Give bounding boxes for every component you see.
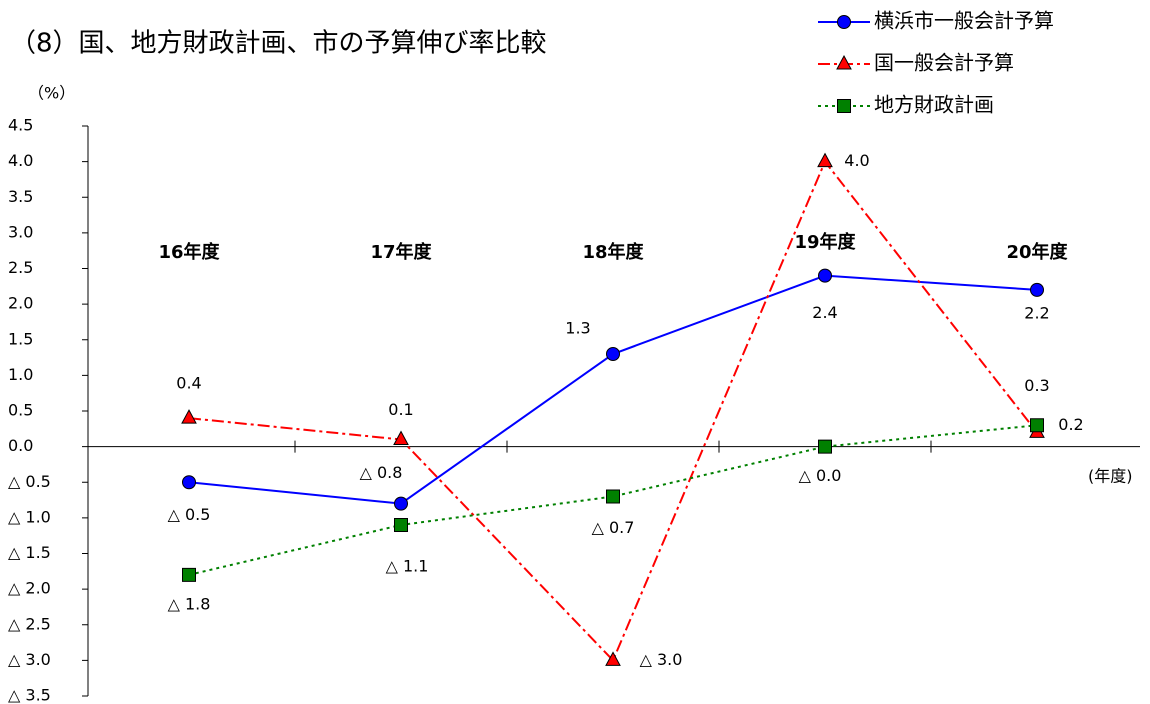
value-label: 0.1 xyxy=(388,400,413,419)
y-axis-label: （%） xyxy=(28,84,75,103)
series-line xyxy=(188,159,1038,663)
value-label: 2.4 xyxy=(812,303,837,322)
y-tick-label: 3.5 xyxy=(8,187,33,206)
value-label: 0.4 xyxy=(176,374,201,393)
y-tick-label: △ 2.5 xyxy=(8,614,51,633)
y-tick-label: 1.5 xyxy=(8,329,33,348)
y-tick-label: △ 3.5 xyxy=(8,686,51,704)
value-label: 2.2 xyxy=(1024,303,1049,322)
value-label: △ 3.0 xyxy=(640,650,683,669)
value-label: △ 1.8 xyxy=(168,594,211,613)
legend-marker xyxy=(837,99,851,113)
data-point xyxy=(393,430,409,445)
series-line xyxy=(188,274,1038,505)
category-label: 19年度 xyxy=(794,231,856,253)
y-tick-label: △ 3.0 xyxy=(8,650,51,669)
data-point xyxy=(182,567,196,582)
value-label: 0.2 xyxy=(1058,415,1083,434)
legend-marker xyxy=(837,15,851,29)
data-point xyxy=(394,518,408,532)
value-label: 4.0 xyxy=(844,151,869,170)
data-point xyxy=(606,347,620,361)
legend-label: 横浜市一般会計予算 xyxy=(874,9,1054,33)
value-label: △ 0.7 xyxy=(592,518,635,537)
y-tick-label: △ 2.0 xyxy=(8,579,51,598)
data-point xyxy=(605,651,621,666)
y-tick-label: 4.0 xyxy=(8,151,33,170)
value-label: △ 0.0 xyxy=(799,466,842,485)
data-point xyxy=(181,409,197,424)
x-axis-label: (年度) xyxy=(1088,467,1133,486)
data-point xyxy=(182,475,196,490)
y-tick-label: 1.0 xyxy=(8,365,33,384)
category-label: 16年度 xyxy=(158,241,220,263)
y-tick-label: 2.0 xyxy=(8,294,33,313)
value-label: △ 0.5 xyxy=(168,505,211,524)
y-tick-label: △ 0.5 xyxy=(8,472,51,491)
y-tick-label: 0.5 xyxy=(8,401,33,420)
data-point xyxy=(1030,282,1044,297)
value-label: 1.3 xyxy=(565,319,590,338)
y-tick-label: △ 1.0 xyxy=(8,507,51,526)
data-point xyxy=(606,489,620,504)
chart-title: （8）国、地方財政計画、市の予算伸び率比較 xyxy=(10,29,547,59)
legend-label: 地方財政計画 xyxy=(874,93,994,117)
y-tick-label: 3.0 xyxy=(8,222,33,241)
value-label: △ 0.8 xyxy=(360,463,403,482)
value-label: △ 1.1 xyxy=(386,557,429,576)
y-tick-label: 0.0 xyxy=(8,436,33,455)
y-tick-label: 2.5 xyxy=(8,258,33,277)
y-tick-label: △ 1.5 xyxy=(8,543,51,562)
data-point xyxy=(818,439,832,454)
category-label: 18年度 xyxy=(582,241,644,263)
legend-marker xyxy=(836,54,852,70)
y-tick-label: 4.5 xyxy=(8,116,33,135)
legend-label: 国一般会計予算 xyxy=(874,51,1014,75)
category-label: 17年度 xyxy=(370,241,432,263)
data-point xyxy=(1030,418,1044,433)
data-point xyxy=(817,152,833,168)
value-label: 0.3 xyxy=(1024,376,1049,395)
category-label: 20年度 xyxy=(1006,241,1068,263)
data-point xyxy=(394,496,408,511)
data-point xyxy=(818,268,832,283)
